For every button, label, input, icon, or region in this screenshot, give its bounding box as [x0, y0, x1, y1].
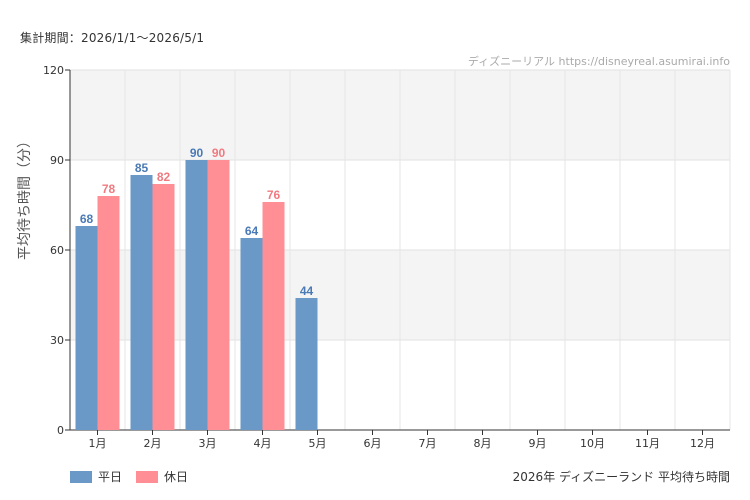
x-tick-label: 6月 — [364, 437, 382, 450]
legend-item-weekday[interactable]: 平日 — [70, 468, 122, 485]
data-label-holiday: 90 — [212, 146, 226, 160]
legend-label-weekday: 平日 — [98, 470, 123, 484]
bar-holiday — [262, 202, 285, 430]
chart-caption: 2026年 ディズニーランド 平均待ち時間 — [512, 470, 730, 484]
legend-swatch-holiday — [136, 470, 159, 483]
data-label-weekday: 64 — [245, 224, 259, 238]
y-tick-label: 30 — [50, 334, 64, 347]
y-tick-label: 120 — [43, 64, 64, 77]
x-tick-label: 12月 — [690, 437, 715, 450]
legend-swatch-weekday — [70, 470, 92, 483]
watermark-text: ディズニーリアル https://disneyreal.asumirai.inf… — [467, 55, 730, 68]
x-tick-label: 2月 — [144, 437, 162, 450]
data-label-weekday: 85 — [135, 161, 149, 175]
data-label-weekday: 90 — [190, 146, 204, 160]
bar-holiday — [152, 184, 175, 430]
x-tick-label: 9月 — [529, 437, 547, 450]
bar-weekday — [75, 226, 98, 430]
legend-item-holiday[interactable]: 休日 — [136, 468, 188, 485]
y-tick-label: 90 — [50, 154, 64, 167]
data-label-weekday: 68 — [80, 212, 94, 226]
data-label-weekday: 44 — [300, 284, 314, 298]
legend: 平日 休日 — [70, 468, 202, 485]
legend-label-holiday: 休日 — [164, 470, 189, 484]
bar-weekday — [130, 175, 153, 430]
x-tick-label: 4月 — [254, 437, 272, 450]
x-tick-label: 11月 — [635, 437, 660, 450]
bar-holiday — [97, 196, 120, 430]
x-tick-label: 8月 — [474, 437, 492, 450]
y-tick-label: 0 — [57, 424, 64, 437]
x-tick-label: 3月 — [199, 437, 217, 450]
y-tick-label: 60 — [50, 244, 64, 257]
bar-weekday — [240, 238, 263, 430]
data-label-holiday: 76 — [267, 188, 281, 202]
x-tick-label: 10月 — [580, 437, 605, 450]
bar-weekday — [185, 160, 208, 430]
period-text: 集計期間：2026/1/1～2026/5/1 — [20, 31, 205, 45]
data-label-holiday: 82 — [157, 170, 171, 184]
x-tick-label: 1月 — [89, 437, 107, 450]
x-tick-label: 7月 — [419, 437, 437, 450]
x-tick-label: 5月 — [309, 437, 327, 450]
bar-weekday — [295, 298, 318, 430]
bar-holiday — [207, 160, 230, 430]
data-label-holiday: 78 — [102, 182, 116, 196]
